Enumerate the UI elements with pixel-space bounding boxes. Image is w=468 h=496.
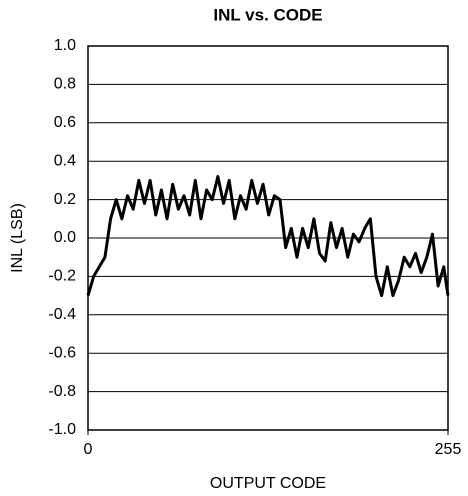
y-tick-label: -0.8: [48, 383, 76, 400]
y-tick-label: -0.4: [48, 306, 76, 323]
y-tick-label: 0.4: [54, 152, 76, 169]
data-line: [86, 175, 450, 298]
x-tick-label: 0: [84, 441, 93, 458]
chart-title: INL vs. CODE: [213, 5, 322, 24]
y-tick-label: 0.8: [54, 76, 76, 93]
y-tick-label: 0.6: [54, 114, 76, 131]
x-tick-label: 255: [435, 441, 462, 458]
y-tick-label: -0.2: [48, 268, 76, 285]
y-tick-label: 0.0: [54, 229, 76, 246]
y-tick-label: -1.0: [48, 421, 76, 438]
x-axis-label: OUTPUT CODE: [210, 475, 326, 492]
y-tick-label: 0.2: [54, 191, 76, 208]
y-tick-label: -0.6: [48, 344, 76, 361]
y-tick-label: 1.0: [54, 37, 76, 54]
y-axis-label: INL (LSB): [9, 203, 26, 273]
